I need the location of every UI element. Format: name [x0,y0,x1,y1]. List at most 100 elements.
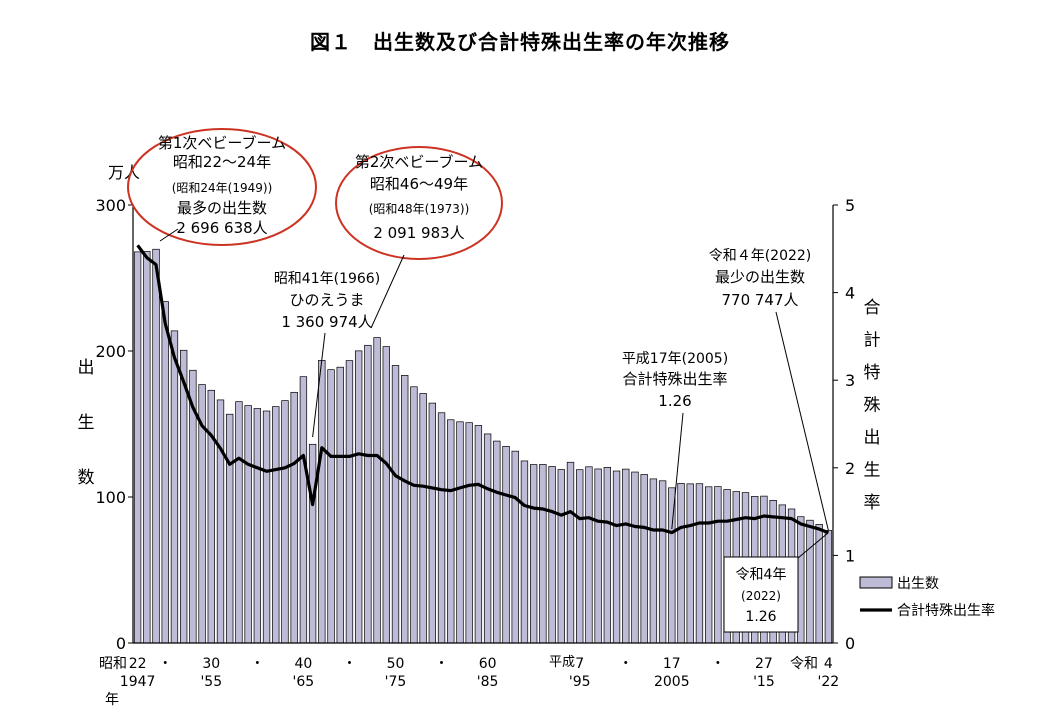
annot-tfr2005-arrow [671,412,684,530]
annot-min-arrow [775,311,829,531]
annot-tfr2005-line: 1.26 [658,392,691,410]
x-tick-top-1960: ・ [250,656,264,672]
left-axis-label-char: 出 [78,358,95,378]
x-era-heisei: 平成 [549,655,575,670]
left-axis-label-char: 生 [78,413,95,433]
bar-1980 [437,412,446,644]
bar-1995 [576,469,584,644]
x-tick-top-1985: 60 [479,656,497,672]
page-title: 図１ 出生数及び合計特殊出生率の年次推移 [310,30,730,54]
right-axis-label-char: 出 [864,428,881,448]
right-axis-label-char: 生 [864,461,881,481]
annot-tfr2022-line: 1.26 [745,609,776,625]
bar-1973 [373,337,381,644]
bar-1987 [502,445,510,644]
bar-1968 [327,369,335,644]
left-tick-label: 200 [95,342,126,361]
bar-1984 [474,425,483,644]
bar-1975 [391,365,400,644]
x-tick-top-2022: 4 [824,656,833,672]
bar-2008 [695,483,704,644]
bar-1999 [612,470,621,644]
bar-1974 [382,346,390,644]
bar-1956 [216,399,225,644]
annot-hinoeuma-line: 1 360 974人 [281,313,372,331]
annot-tfr2022-line: (2022) [741,589,781,603]
bar-1947 [133,251,142,644]
x-tick-top-1970: ・ [342,656,356,672]
x-tick-top-1947: 22 [129,656,147,672]
annot-min-line: 令和４年(2022) [709,248,812,264]
annot-boom1-line: 最多の出生数 [177,199,267,217]
annot-boom2-line: 昭和46～49年 [370,175,468,193]
right-tick-label: 0 [845,634,855,653]
annot-min-line: 770 747人 [721,291,798,309]
annot-boom2-line: 第2次ベビーブーム [355,153,483,171]
bar-1986 [493,440,501,644]
right-axis-label-char: 特 [864,363,881,383]
left-tick-label: 0 [116,634,126,653]
annot-boom1-line: 昭和22～24年 [173,153,271,171]
x-tick-bottom-1985: '85 [477,674,499,690]
bar-1952 [179,349,188,644]
annot-boom1-arrow [159,228,179,242]
bar-2006 [677,483,685,644]
bar-1960 [253,408,262,644]
bar-1983 [465,422,473,644]
annot-min-line: 最少の出生数 [715,268,805,286]
x-tick-bottom-1975: '75 [385,674,407,690]
x-tick-top-1980: ・ [435,656,449,672]
x-tick-top-2010: ・ [711,656,725,672]
bar-1967 [318,359,326,644]
legend-bar-swatch [859,576,893,589]
bar-1992 [548,466,556,644]
x-tick-top-2005: 17 [663,656,681,672]
bar-1969 [336,366,344,644]
bar-1981 [447,419,455,644]
bar-1989 [520,460,529,644]
annot-boom2-line: (昭和48年(1973)) [369,202,470,216]
bar-1993 [557,469,565,644]
line-layer [136,244,829,535]
legend-bar-label: 出生数 [897,576,939,592]
annot-boom1-line: 2 696 638人 [176,219,267,237]
bar-1972 [364,344,372,644]
x-tick-bottom-2015: '15 [753,674,775,690]
bar-2005 [668,487,676,644]
x-tick-top-1950: ・ [158,656,172,672]
annot-boom2-arrow [370,254,405,329]
bar-2009 [704,486,713,644]
right-tick-label: 5 [845,196,855,215]
bar-2020 [806,519,814,644]
x-tick-top-2015: 27 [755,656,773,672]
bar-2002 [640,474,648,644]
x-tick-bottom-2005: 2005 [654,674,690,690]
annot-boom1-line: (昭和24年(1949)) [172,181,273,195]
left-tick-label: 100 [95,488,126,507]
highlight-ellipse-boom2 [335,146,503,260]
annot-tfr2005-line: 平成17年(2005) [622,351,728,367]
right-axis-label-char: 殊 [864,396,881,416]
bar-1977 [410,386,418,644]
bar-1949 [152,248,160,644]
annot-tfr2022-line: 令和4年 [736,567,787,583]
bar-1990 [529,464,538,644]
bar-1982 [456,421,464,644]
bar-2004 [658,480,667,644]
bar-1978 [419,393,427,644]
legend-line-label: 合計特殊出生率 [897,602,995,619]
bar-2000 [622,468,630,644]
bar-1997 [594,468,602,644]
right-tick-label: 2 [845,459,855,478]
bar-1961 [262,410,271,644]
bar-1985 [483,433,492,644]
bar-1950 [161,301,169,644]
right-axis-label-char: 率 [864,493,881,513]
bar-1991 [539,464,547,644]
bar-1998 [603,467,612,644]
bar-1955 [207,389,215,644]
x-tick-top-1955: 30 [202,656,220,672]
x-tick-top-1995: 7 [575,656,584,672]
